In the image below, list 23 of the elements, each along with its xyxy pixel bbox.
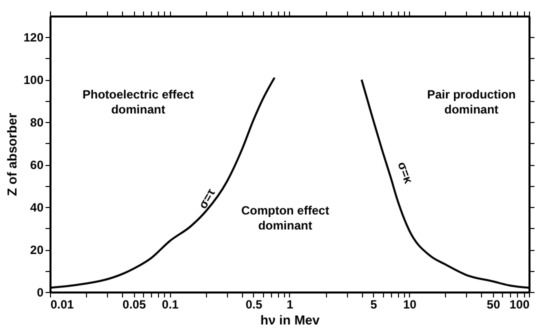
- y-tick-label: 20: [30, 243, 44, 258]
- x-tick-label: 0.5: [246, 298, 263, 312]
- y-tick-label: 0: [36, 286, 44, 300]
- annotation: Photoelectric effect dominant: [82, 87, 194, 116]
- x-tick-label: 0.05: [122, 298, 146, 312]
- y-tick-label: 40: [30, 200, 44, 215]
- y-tick-label: 80: [30, 116, 44, 130]
- annotation: σ=κ: [394, 160, 416, 186]
- x-tick-label: 5: [370, 298, 378, 312]
- annotation: Compton effect dominant: [241, 203, 330, 232]
- x-tick-label: 0.01: [50, 298, 74, 312]
- x-axis-title: hν in Mev: [260, 312, 320, 328]
- x-tick-label: 10: [403, 298, 417, 312]
- y-tick-label: 100: [23, 73, 44, 88]
- y-tick-label: 120: [23, 30, 44, 45]
- annotation: σ=τ: [196, 186, 218, 212]
- x-tick-label: 50: [486, 298, 500, 312]
- y-tick-label: 60: [30, 158, 44, 172]
- x-tick-label: 1: [286, 298, 294, 312]
- annotation: Pair production dominant: [427, 87, 516, 116]
- x-tick-label: 0.1: [162, 298, 179, 312]
- y-axis-title: Z of absorber: [4, 112, 20, 196]
- x-tick-label: 100: [509, 298, 530, 312]
